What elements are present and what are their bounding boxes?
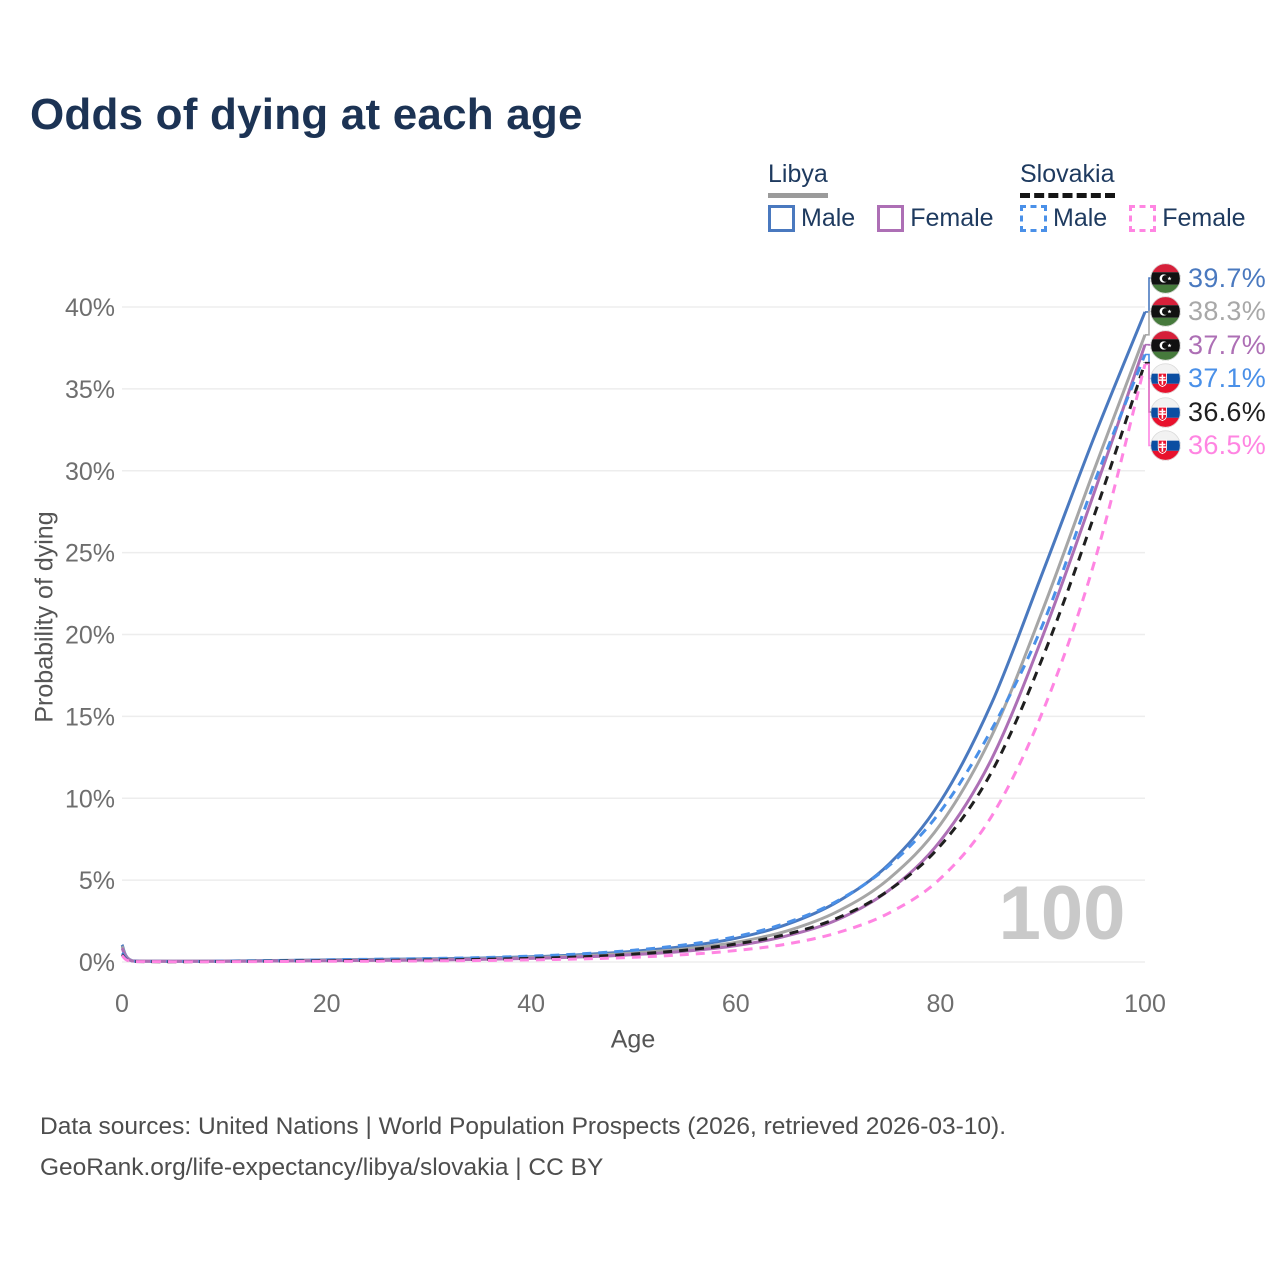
legend-item-slovakia-male[interactable]: Male <box>1020 204 1107 233</box>
end-label-slovakia-female: 36.5% <box>1150 429 1266 462</box>
svg-text:0%: 0% <box>79 949 115 977</box>
source-line: Data sources: United Nations | World Pop… <box>40 1113 1007 1140</box>
svg-text:30%: 30% <box>65 458 115 486</box>
end-label-slovakia-male: 37.1% <box>1150 362 1266 395</box>
slovakia-flag-icon <box>1150 396 1181 428</box>
svg-text:15%: 15% <box>65 703 115 731</box>
libya-flag-icon <box>1150 262 1181 294</box>
legend-group-slovakia: Slovakia Male Female <box>1020 160 1246 233</box>
svg-text:25%: 25% <box>65 540 115 568</box>
libya-flag-icon <box>1150 296 1181 327</box>
slovakia-flag-icon <box>1150 430 1181 461</box>
legend-label: Female <box>1162 204 1246 232</box>
end-label-value: 36.6% <box>1188 396 1267 427</box>
checkbox-libya-male[interactable] <box>768 205 795 232</box>
legend-label: Male <box>801 204 856 232</box>
end-label-slovakia-total: 36.6% <box>1150 396 1266 429</box>
end-label-libya-male: 39.7% <box>1150 262 1266 295</box>
legend-group-libya: Libya Male Female <box>768 160 994 233</box>
series-slovakia-female <box>121 363 1147 964</box>
slovakia-flag-icon <box>1150 363 1181 394</box>
series-slovakia-both-sexes <box>120 362 1147 964</box>
attribution-line: GeoRank.org/life-expectancy/libya/slovak… <box>40 1154 604 1182</box>
legend-heading-slovakia: Slovakia <box>1020 160 1115 198</box>
end-label-value: 37.1% <box>1188 363 1267 393</box>
x-axis-title: Age <box>610 1025 656 1054</box>
svg-text:20: 20 <box>313 990 341 1018</box>
svg-text:100: 100 <box>1124 990 1166 1018</box>
legend-label: Female <box>910 204 994 232</box>
series-libya-female <box>120 344 1147 963</box>
legend-heading-libya: Libya <box>768 160 828 198</box>
end-label-value: 39.7% <box>1188 262 1267 293</box>
svg-text:80: 80 <box>926 990 954 1018</box>
checkbox-libya-female[interactable] <box>877 205 905 232</box>
end-label-libya-total: 38.3% <box>1150 295 1266 328</box>
page-title: Odds of dying at each age <box>30 90 583 139</box>
checkbox-slovakia-female[interactable] <box>1129 205 1157 232</box>
legend-item-libya-female[interactable]: Female <box>877 204 994 233</box>
end-label-libya-female: 37.7% <box>1150 329 1266 362</box>
end-label-value: 37.7% <box>1188 329 1267 360</box>
svg-text:35%: 35% <box>65 376 115 404</box>
legend-item-slovakia-female[interactable]: Female <box>1129 204 1246 233</box>
svg-text:10%: 10% <box>65 785 115 813</box>
end-label-value: 38.3% <box>1188 296 1267 326</box>
legend-item-libya-male[interactable]: Male <box>768 204 855 233</box>
checkbox-slovakia-male[interactable] <box>1020 205 1047 232</box>
svg-text:60: 60 <box>722 990 750 1018</box>
data-source-note: Data sources: United Nations | World Pop… <box>40 1106 1006 1188</box>
svg-text:5%: 5% <box>79 867 115 895</box>
svg-text:40%: 40% <box>65 294 115 322</box>
series-libya-male <box>120 311 1147 963</box>
end-label-value: 36.5% <box>1188 430 1267 460</box>
age-watermark: 100 <box>998 871 1126 956</box>
libya-flag-icon <box>1150 329 1181 361</box>
svg-text:20%: 20% <box>65 622 115 650</box>
svg-text:40: 40 <box>517 990 545 1018</box>
legend-label: Male <box>1053 204 1108 232</box>
svg-text:0: 0 <box>115 990 129 1018</box>
series-libya-both-sexes <box>120 334 1147 963</box>
series-slovakia-male <box>120 353 1147 963</box>
y-axis-title: Probability of dying <box>30 511 59 723</box>
